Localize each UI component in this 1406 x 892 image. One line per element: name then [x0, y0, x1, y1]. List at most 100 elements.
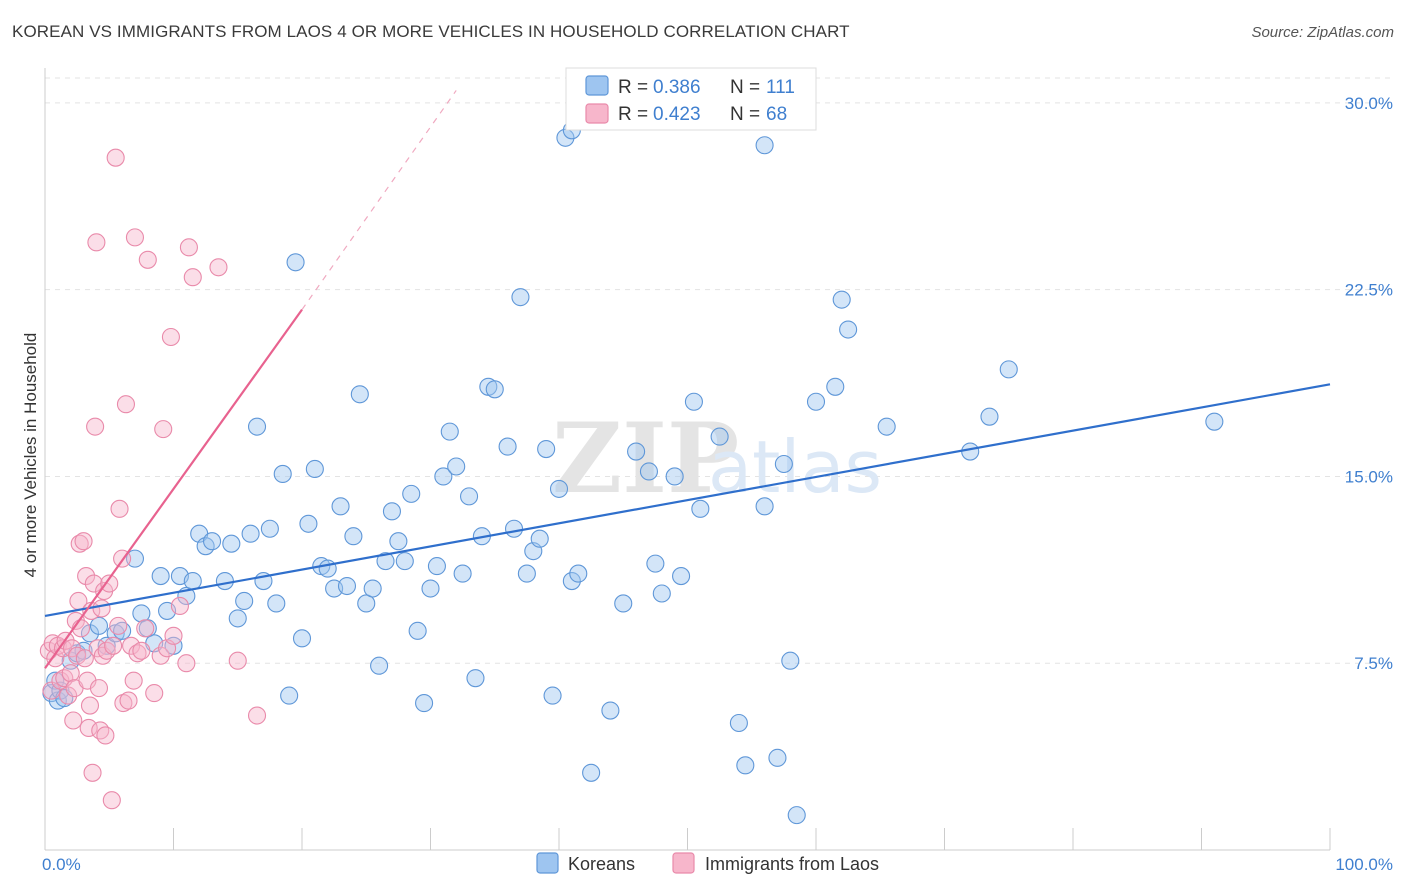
- korean-point: [601, 701, 620, 720]
- korean-point: [215, 571, 234, 591]
- korean-point: [582, 763, 601, 782]
- korean-point: [806, 392, 826, 411]
- korean-point: [691, 499, 710, 518]
- korean-point: [459, 487, 479, 506]
- bottom-legend-swatch-koreans: [536, 852, 559, 874]
- korean-point: [415, 694, 434, 713]
- legend-r-label: R =: [618, 104, 648, 125]
- korean-point: [768, 748, 787, 767]
- korean-point: [639, 462, 659, 481]
- laos-point: [177, 654, 196, 673]
- legend-r-value: 0.386: [653, 77, 701, 98]
- laos-point: [116, 395, 136, 414]
- laos-point: [87, 233, 106, 252]
- laos-point: [122, 636, 141, 655]
- laos-point: [42, 681, 61, 700]
- korean-point: [151, 567, 170, 586]
- korean-point: [999, 360, 1018, 379]
- laos-point: [61, 664, 80, 683]
- chart-title: KOREAN VS IMMIGRANTS FROM LAOS 4 OR MORE…: [12, 22, 850, 41]
- korean-point: [755, 497, 774, 516]
- laos-point: [247, 706, 267, 725]
- korean-point: [787, 806, 806, 825]
- series-immigrants-from-laos: [39, 148, 267, 810]
- korean-point: [504, 519, 524, 538]
- korean-point: [292, 629, 312, 648]
- laos-point: [74, 532, 93, 551]
- korean-point: [665, 467, 684, 486]
- laos-point: [83, 763, 102, 782]
- korean-point: [402, 484, 421, 503]
- laos-point: [124, 671, 143, 690]
- korean-point: [562, 571, 581, 591]
- legend-swatch-koreans: [585, 75, 609, 96]
- korean-point: [408, 621, 427, 640]
- korean-point: [556, 128, 575, 147]
- korean-point: [961, 442, 980, 461]
- korean-point: [183, 571, 202, 591]
- legend-n-value: 68: [766, 104, 787, 125]
- korean-point: [299, 514, 318, 533]
- laos-point: [75, 649, 94, 668]
- y-tick-label: 15.0%: [1345, 467, 1393, 486]
- korean-point: [370, 656, 389, 675]
- y-tick-labels: 7.5% 15.0% 22.5% 30.0%: [1345, 94, 1393, 673]
- laos-point: [106, 148, 125, 167]
- laos-point: [84, 574, 103, 593]
- laos-point: [183, 268, 202, 287]
- korean-point: [337, 576, 357, 596]
- korean-point: [241, 524, 260, 543]
- laos-point: [80, 696, 100, 715]
- laos-point: [92, 599, 111, 618]
- legend-n-label: N =: [730, 77, 760, 98]
- korean-point: [652, 584, 671, 603]
- y-tick-label: 7.5%: [1354, 654, 1393, 673]
- korean-point: [543, 686, 562, 705]
- y-tick-label: 30.0%: [1345, 94, 1393, 113]
- trend-lines: [44, 90, 1331, 669]
- laos-point: [109, 616, 128, 635]
- korean-point: [980, 407, 999, 426]
- x-tick-label: 0.0%: [42, 855, 81, 874]
- laos-point: [154, 420, 173, 439]
- laos-point: [136, 619, 155, 638]
- korean-point: [260, 519, 279, 538]
- korean-point: [331, 497, 350, 516]
- legend-box: R = 0.386 N = 111 R = 0.423 N = 68: [565, 67, 817, 131]
- korean-point: [614, 594, 633, 613]
- korean-point: [511, 288, 530, 307]
- korean-point: [569, 564, 588, 583]
- legend-n-value: 111: [766, 77, 795, 98]
- laos-point: [132, 641, 151, 660]
- legend-r-label: R =: [618, 77, 648, 98]
- korean-point: [132, 604, 151, 623]
- korean-point: [684, 392, 703, 411]
- korean-point: [89, 616, 109, 635]
- korean-point: [466, 669, 485, 688]
- korean-point: [517, 564, 536, 583]
- korean-point: [781, 651, 800, 670]
- korean-point: [1205, 412, 1224, 431]
- y-tick-label: 22.5%: [1345, 281, 1393, 300]
- korean-point: [729, 713, 748, 733]
- korean-point: [839, 320, 858, 339]
- korean-point: [273, 464, 292, 484]
- korean-point: [736, 756, 755, 775]
- laos-point: [228, 651, 247, 670]
- korean-point: [357, 594, 376, 613]
- korean-point: [537, 440, 556, 459]
- laos-point: [164, 626, 183, 645]
- gridlines: [45, 77, 1392, 664]
- laos-point: [89, 679, 109, 698]
- korean-point: [80, 624, 100, 643]
- korean-point: [530, 529, 549, 548]
- laos-point: [114, 694, 133, 713]
- x-tick-label: 100.0%: [1335, 855, 1393, 874]
- korean-point: [755, 136, 774, 155]
- bottom-legend-swatch-laos: [672, 852, 695, 874]
- laos-point: [151, 646, 170, 665]
- watermark: ZIP atlas: [552, 402, 882, 515]
- legend-n-label: N =: [730, 104, 760, 125]
- korean-point: [549, 479, 569, 498]
